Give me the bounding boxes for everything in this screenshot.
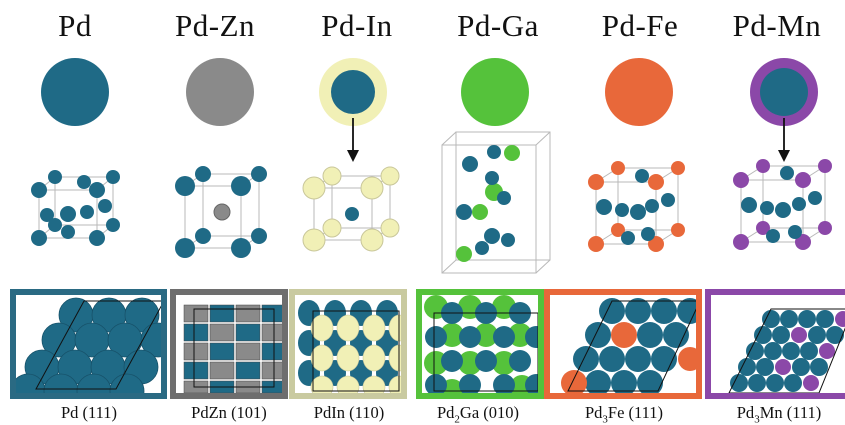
column-pd-ga: Pd-Ga (416, 0, 568, 425)
pd3mn-surface-panel (705, 289, 845, 399)
pdzn-caption: PdZn (101) (191, 403, 267, 422)
fe-element-circle (605, 58, 673, 126)
pd3fe-caption: Pd3Fe (111) (584, 403, 664, 425)
column-pd-mn: Pd-Mn (705, 0, 845, 425)
column-title: Pd-Mn (732, 8, 822, 43)
arrow-down-icon (347, 150, 359, 162)
column-title: Pd-Ga (457, 8, 539, 43)
pd3fe-surface-slab (561, 298, 696, 393)
pd-surface-slab (16, 297, 161, 393)
pd3mn-caption: Pd3Mn (111) (736, 403, 822, 425)
pdga-unit-cell-diagram (441, 58, 551, 274)
column-title: Pd (58, 8, 92, 43)
pd-core-circle (331, 70, 375, 114)
pdga-surface-panel (416, 289, 544, 399)
pdzn-surface-panel (170, 289, 288, 399)
pdin-unit-cell-diagram (302, 58, 400, 252)
pd3fe-unit-cell-diagram (588, 58, 685, 252)
pdin-surface-panel (289, 289, 407, 399)
column-pd-zn: Pd-Zn PdZn (101) (145, 0, 288, 423)
column-title: Pd-Zn (175, 8, 255, 43)
column-title: Pd-Fe (601, 8, 679, 43)
column-pd-in: Pd-In (287, 0, 427, 423)
pdin-surface-slab (298, 300, 401, 393)
pd-caption: Pd (111) (60, 403, 118, 422)
zn-element-circle (186, 58, 254, 126)
pdzn-surface-slab (183, 304, 282, 393)
pd3mn-surface-slab (728, 308, 845, 393)
pdzn-unit-cell-diagram (175, 58, 267, 258)
pd-surface-panel (10, 289, 167, 399)
pd3fe-surface-panel (544, 289, 702, 399)
column-pd-fe: Pd-Fe (544, 0, 710, 425)
column-title: Pd-In (321, 8, 393, 43)
pdga-surface-slab (424, 295, 538, 393)
ga-element-circle (461, 58, 529, 126)
pd-core-circle (760, 68, 808, 116)
column-pd: Pd Pd (111) (5, 0, 167, 423)
pd-unit-cell-diagram (31, 58, 120, 246)
pd-element-circle (41, 58, 109, 126)
pdin-caption: PdIn (110) (313, 403, 385, 422)
arrow-down-icon (778, 150, 790, 162)
pdga-caption: Pd2Ga (010) (436, 403, 520, 425)
pd3mn-unit-cell-diagram (733, 58, 832, 250)
